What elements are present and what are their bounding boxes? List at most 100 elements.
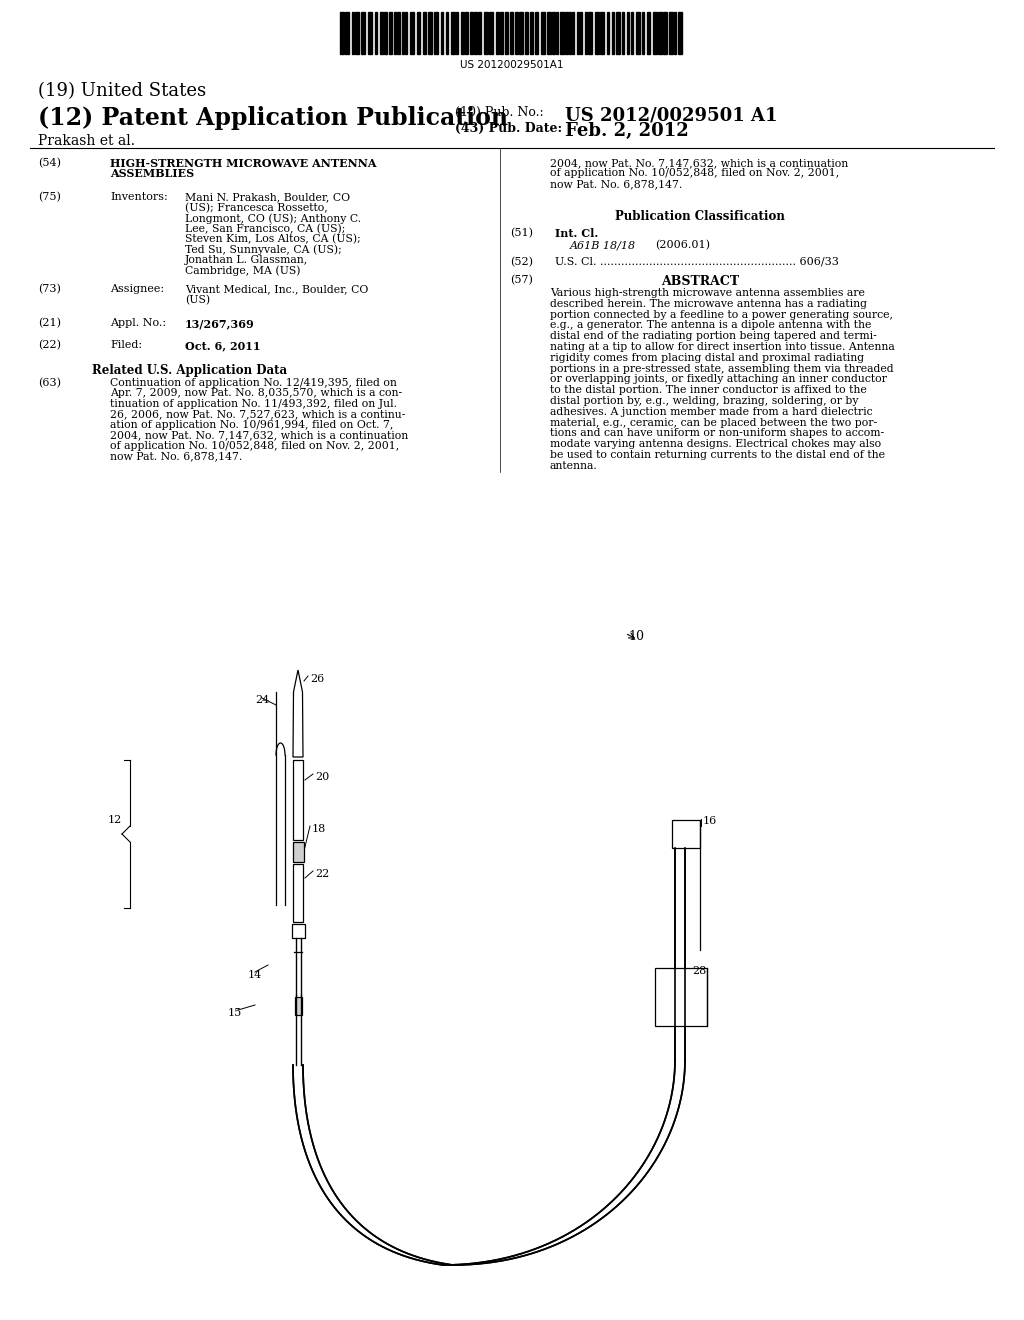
Text: Inventors:: Inventors: bbox=[110, 191, 168, 202]
Bar bbox=[572, 12, 574, 54]
Bar bbox=[478, 12, 481, 54]
Text: 14: 14 bbox=[248, 970, 262, 979]
Text: be used to contain returning currents to the distal end of the: be used to contain returning currents to… bbox=[550, 450, 885, 459]
Text: Appl. No.:: Appl. No.: bbox=[110, 318, 166, 327]
Bar bbox=[663, 12, 667, 54]
Text: ation of application No. 10/961,994, filed on Oct. 7,: ation of application No. 10/961,994, fil… bbox=[110, 420, 393, 430]
Bar bbox=[658, 12, 662, 54]
Bar bbox=[505, 12, 508, 54]
Text: (75): (75) bbox=[38, 191, 60, 202]
Bar bbox=[384, 12, 387, 54]
Bar bbox=[636, 12, 640, 54]
Bar bbox=[496, 12, 499, 54]
Bar bbox=[293, 842, 303, 862]
Text: Ted Su, Sunnyvale, CA (US);: Ted Su, Sunnyvale, CA (US); bbox=[185, 244, 342, 255]
Bar bbox=[607, 12, 609, 54]
Text: 28: 28 bbox=[692, 966, 707, 975]
Bar bbox=[627, 12, 629, 54]
Bar bbox=[541, 12, 545, 54]
Text: (57): (57) bbox=[510, 275, 532, 285]
Text: Various high-strength microwave antenna assemblies are: Various high-strength microwave antenna … bbox=[550, 288, 865, 298]
Bar bbox=[410, 12, 414, 54]
Text: distal end of the radiating portion being tapered and termi-: distal end of the radiating portion bein… bbox=[550, 331, 877, 341]
Bar bbox=[600, 12, 604, 54]
Text: Steven Kim, Los Altos, CA (US);: Steven Kim, Los Altos, CA (US); bbox=[185, 234, 360, 244]
Bar bbox=[530, 12, 534, 54]
Text: portions in a pre-stressed state, assembling them via threaded: portions in a pre-stressed state, assemb… bbox=[550, 363, 894, 374]
Bar bbox=[556, 12, 558, 54]
Text: (2006.01): (2006.01) bbox=[655, 240, 710, 251]
Bar bbox=[515, 12, 518, 54]
Text: Feb. 2, 2012: Feb. 2, 2012 bbox=[565, 121, 689, 140]
Text: ABSTRACT: ABSTRACT bbox=[660, 275, 739, 288]
Text: 20: 20 bbox=[315, 772, 330, 781]
Text: Oct. 6, 2011: Oct. 6, 2011 bbox=[185, 341, 260, 351]
Bar bbox=[500, 12, 503, 54]
Bar bbox=[552, 12, 555, 54]
Bar bbox=[612, 12, 614, 54]
Bar bbox=[560, 12, 564, 54]
Bar bbox=[402, 12, 404, 54]
Bar bbox=[569, 12, 571, 54]
Text: adhesives. A junction member made from a hard dielectric: adhesives. A junction member made from a… bbox=[550, 407, 872, 417]
Text: Continuation of application No. 12/419,395, filed on: Continuation of application No. 12/419,3… bbox=[110, 378, 397, 388]
Bar bbox=[565, 12, 568, 54]
Bar bbox=[470, 12, 473, 54]
Bar bbox=[340, 12, 344, 54]
Bar bbox=[580, 12, 582, 54]
Bar bbox=[394, 12, 396, 54]
Bar bbox=[375, 12, 377, 54]
Text: distal portion by, e.g., welding, brazing, soldering, or by: distal portion by, e.g., welding, brazin… bbox=[550, 396, 858, 407]
Bar bbox=[293, 865, 303, 921]
Text: (22): (22) bbox=[38, 341, 61, 350]
Bar bbox=[441, 12, 443, 54]
Text: rigidity comes from placing distal and proximal radiating: rigidity comes from placing distal and p… bbox=[550, 352, 864, 363]
Text: US 20120029501A1: US 20120029501A1 bbox=[460, 59, 564, 70]
Text: to the distal portion. The inner conductor is affixed to the: to the distal portion. The inner conduct… bbox=[550, 385, 866, 395]
Bar bbox=[631, 12, 633, 54]
Bar bbox=[456, 12, 458, 54]
Bar bbox=[295, 997, 301, 1015]
Bar bbox=[674, 12, 676, 54]
Bar bbox=[535, 12, 538, 54]
Text: portion connected by a feedline to a power generating source,: portion connected by a feedline to a pow… bbox=[550, 310, 893, 319]
Bar bbox=[428, 12, 432, 54]
Text: (73): (73) bbox=[38, 284, 60, 294]
Text: 13/267,369: 13/267,369 bbox=[185, 318, 255, 329]
Bar bbox=[547, 12, 551, 54]
Text: Longmont, CO (US); Anthony C.: Longmont, CO (US); Anthony C. bbox=[185, 213, 361, 223]
Text: of application No. 10/052,848, filed on Nov. 2, 2001,: of application No. 10/052,848, filed on … bbox=[550, 169, 840, 178]
Text: ASSEMBLIES: ASSEMBLIES bbox=[110, 168, 195, 180]
Bar bbox=[293, 760, 303, 840]
Text: (54): (54) bbox=[38, 158, 61, 169]
Text: (US): (US) bbox=[185, 294, 210, 305]
Bar bbox=[642, 12, 644, 54]
Bar bbox=[423, 12, 426, 54]
Bar bbox=[655, 968, 707, 1026]
Text: U.S. Cl. ........................................................ 606/33: U.S. Cl. ...............................… bbox=[555, 257, 839, 267]
Bar bbox=[484, 12, 488, 54]
Bar bbox=[352, 12, 354, 54]
Bar bbox=[451, 12, 455, 54]
Text: Filed:: Filed: bbox=[110, 341, 142, 350]
Bar bbox=[461, 12, 464, 54]
Text: 2004, now Pat. No. 7,147,632, which is a continuation: 2004, now Pat. No. 7,147,632, which is a… bbox=[110, 430, 409, 441]
Text: described herein. The microwave antenna has a radiating: described herein. The microwave antenna … bbox=[550, 298, 867, 309]
Text: Cambridge, MA (US): Cambridge, MA (US) bbox=[185, 265, 300, 276]
Bar bbox=[417, 12, 420, 54]
Bar bbox=[585, 12, 587, 54]
Bar bbox=[510, 12, 513, 54]
Text: Assignee:: Assignee: bbox=[110, 284, 164, 294]
Text: (63): (63) bbox=[38, 378, 61, 388]
Text: HIGH-STRENGTH MICROWAVE ANTENNA: HIGH-STRENGTH MICROWAVE ANTENNA bbox=[110, 158, 377, 169]
Text: Related U.S. Application Data: Related U.S. Application Data bbox=[92, 364, 288, 378]
Polygon shape bbox=[293, 671, 303, 756]
Bar bbox=[355, 12, 359, 54]
Bar bbox=[519, 12, 523, 54]
Text: Prakash et al.: Prakash et al. bbox=[38, 135, 135, 148]
Bar bbox=[434, 12, 438, 54]
Text: of application No. 10/052,848, filed on Nov. 2, 2001,: of application No. 10/052,848, filed on … bbox=[110, 441, 399, 451]
Text: 10: 10 bbox=[628, 630, 644, 643]
Bar bbox=[616, 12, 620, 54]
Bar bbox=[647, 12, 650, 54]
